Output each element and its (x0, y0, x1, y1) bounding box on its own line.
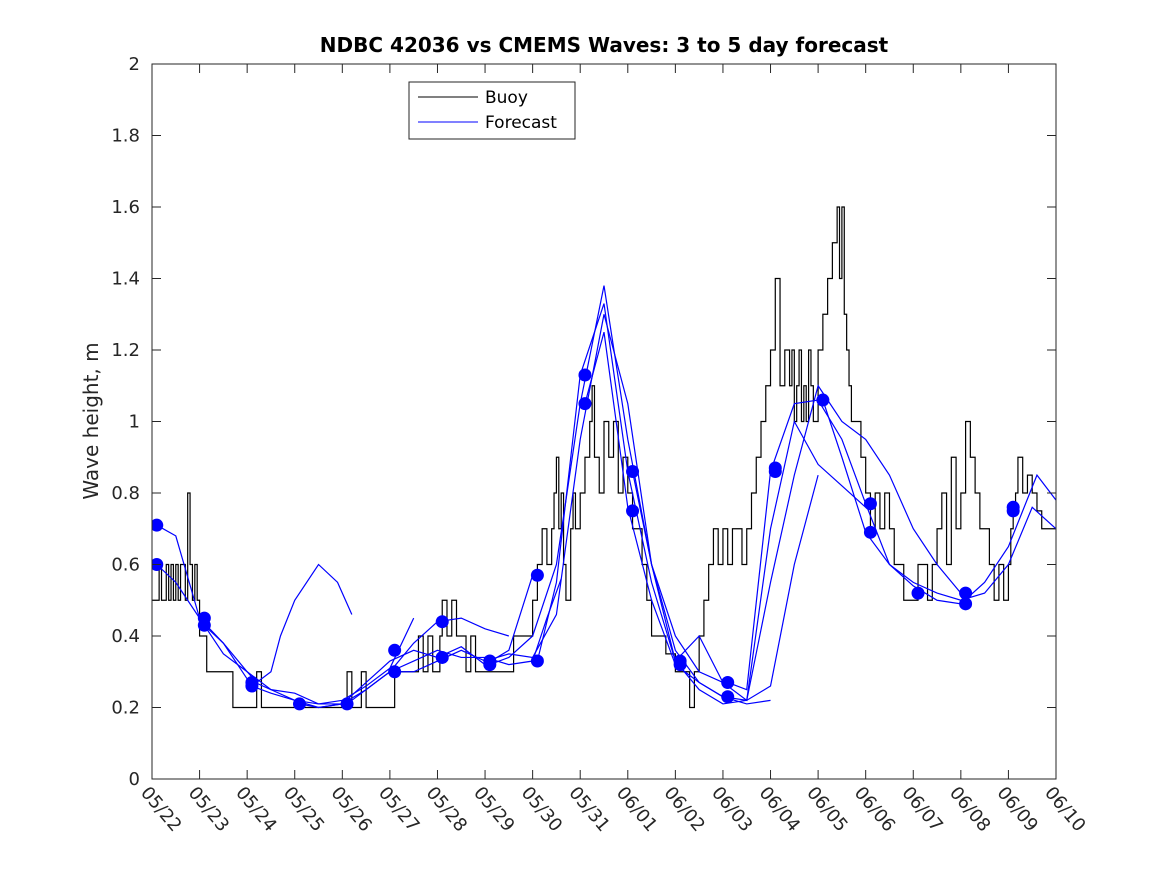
forecast-marker (959, 597, 973, 611)
forecast-marker (530, 568, 544, 582)
y-tick-label: 1.6 (111, 197, 140, 218)
forecast-marker (435, 615, 449, 629)
y-tick-label: 2 (129, 54, 140, 75)
forecast-marker (863, 525, 877, 539)
forecast-marker (197, 618, 211, 632)
forecast-marker (673, 658, 687, 672)
forecast-marker (768, 465, 782, 479)
y-tick-label: 1 (129, 412, 140, 433)
forecast-marker (530, 654, 544, 668)
y-axis-label: Wave height, m (79, 342, 103, 499)
series-layer (152, 206, 1056, 711)
forecast-marker (626, 504, 640, 518)
legend-label-buoy: Buoy (485, 88, 528, 108)
forecast-marker (959, 586, 973, 600)
forecast-marker (245, 679, 259, 693)
forecast-series-line-0 (156, 563, 353, 684)
forecast-marker (578, 397, 592, 411)
y-tick-label: 1.8 (111, 126, 140, 147)
forecast-marker (1006, 504, 1020, 518)
forecast-marker (292, 697, 306, 711)
forecast-marker (483, 658, 497, 672)
y-tick-label: 0.6 (111, 555, 140, 576)
forecast-series-line-2 (203, 617, 415, 705)
forecast-marker (388, 643, 402, 657)
forecast-marker (721, 675, 735, 689)
forecast-series-line-10 (631, 384, 962, 702)
chart-title: NDBC 42036 vs CMEMS Waves: 3 to 5 day fo… (320, 33, 889, 57)
forecast-marker (340, 697, 354, 711)
forecast-marker (152, 518, 164, 532)
buoy-series-line (152, 206, 1056, 709)
legend-box (408, 81, 576, 140)
y-tick-label: 0.2 (111, 698, 140, 719)
forecast-marker (911, 586, 925, 600)
y-tick-label: 0.4 (111, 626, 140, 647)
y-tick-label: 1.4 (111, 269, 140, 290)
forecast-series-line-1 (156, 524, 343, 709)
forecast-marker (578, 368, 592, 382)
forecast-marker (435, 650, 449, 664)
legend: Buoy Forecast (408, 81, 576, 140)
forecast-marker (626, 465, 640, 479)
forecast-marker (863, 497, 877, 511)
forecast-marker (388, 665, 402, 679)
y-tick-label: 1.2 (111, 340, 140, 361)
forecast-marker (816, 393, 830, 407)
y-tick-label: 0 (129, 769, 140, 790)
y-tick-label: 0.8 (111, 483, 140, 504)
forecast-series-line-5 (346, 578, 562, 705)
forecast-series-line-12 (822, 399, 1056, 605)
forecast-marker (721, 690, 735, 704)
legend-label-forecast: Forecast (485, 113, 557, 133)
